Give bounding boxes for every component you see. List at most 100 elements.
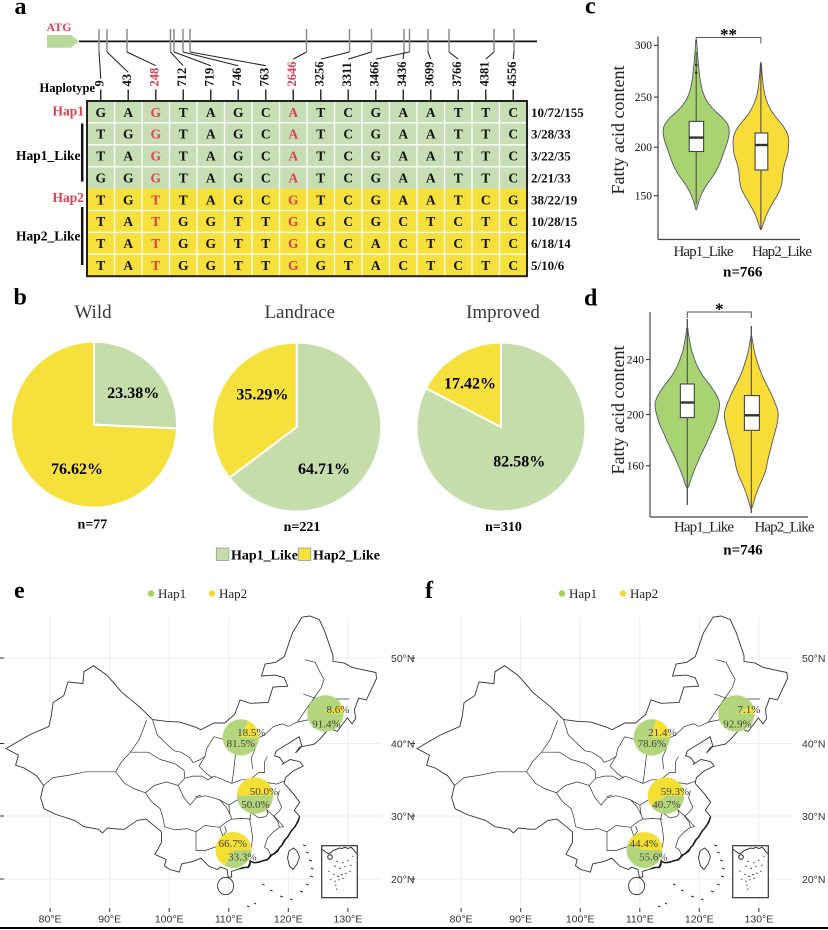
svg-text:100°E: 100°E [566,914,595,926]
svg-text:T: T [426,214,435,229]
svg-text:G: G [178,214,189,229]
svg-text:18.5%: 18.5% [237,727,265,739]
svg-text:C: C [261,149,271,164]
svg-text:G: G [206,258,217,273]
svg-text:A: A [123,214,133,229]
svg-text:C: C [508,105,518,120]
svg-text:3436: 3436 [395,62,409,87]
svg-text:C: C [508,170,518,185]
svg-text:50°N: 50°N [802,653,825,665]
svg-text:21.4%: 21.4% [648,727,676,739]
svg-text:T: T [316,170,325,185]
svg-text:3466: 3466 [368,62,382,87]
svg-text:Hap2_Like: Hap2_Like [313,549,380,564]
svg-text:Hap1_Like: Hap1_Like [231,549,298,564]
svg-text:G: G [96,105,107,120]
svg-text:30°N: 30°N [802,811,825,823]
svg-text:T: T [96,236,105,251]
svg-text:92.9%: 92.9% [723,718,751,730]
svg-text:A: A [426,149,436,164]
svg-text:Fatty acid content: Fatty acid content [608,66,628,195]
svg-text:G: G [371,192,382,207]
svg-text:T: T [316,105,325,120]
svg-text:C: C [398,258,408,273]
svg-text:C: C [481,192,491,207]
svg-text:G: G [206,236,217,251]
svg-text:110°E: 110°E [626,914,654,926]
svg-text:n=766: n=766 [723,265,763,281]
svg-text:130°E: 130°E [745,914,774,926]
svg-text:43: 43 [120,74,134,87]
svg-text:G: G [233,149,244,164]
svg-text:A: A [206,127,216,142]
svg-text:b: b [14,288,27,311]
svg-text:4381: 4381 [478,62,492,87]
svg-text:Hap2_Like: Hap2_Like [16,229,81,244]
svg-text:78.6%: 78.6% [638,738,666,750]
svg-text:T: T [316,149,325,164]
svg-text:C: C [508,127,518,142]
svg-text:55.6%: 55.6% [639,852,667,864]
svg-text:Hap2: Hap2 [52,190,84,205]
svg-text:G: G [371,127,382,142]
svg-text:T: T [261,236,270,251]
svg-text:T: T [316,192,325,207]
svg-text:n=746: n=746 [723,543,763,559]
svg-text:T: T [96,258,105,273]
svg-text:T: T [344,258,353,273]
svg-text:G: G [288,192,299,207]
svg-text:3/28/33: 3/28/33 [531,127,571,142]
svg-text:80°E: 80°E [450,914,473,926]
svg-text:A: A [426,127,436,142]
svg-text:C: C [261,170,271,185]
svg-text:240: 240 [627,354,645,366]
svg-text:T: T [179,149,188,164]
svg-text:A: A [206,170,216,185]
svg-text:5/10/6: 5/10/6 [531,258,565,273]
svg-text:a: a [15,0,27,20]
svg-text:7.1%: 7.1% [737,704,760,716]
svg-text:T: T [261,258,270,273]
svg-text:A: A [426,170,436,185]
svg-text:90°E: 90°E [509,914,532,926]
svg-text:A: A [288,105,298,120]
svg-text:91.4%: 91.4% [312,718,340,730]
svg-text:G: G [371,105,382,120]
svg-text:T: T [481,149,490,164]
svg-text:2646: 2646 [285,62,299,87]
svg-text:20°N: 20°N [391,874,414,886]
svg-text:3699: 3699 [423,62,437,87]
svg-text:T: T [426,258,435,273]
svg-text:30°N: 30°N [391,811,414,823]
svg-text:4556: 4556 [505,62,519,87]
svg-text:33.3%: 33.3% [228,852,256,864]
svg-text:20°N: 20°N [802,874,825,886]
svg-text:A: A [123,105,133,120]
svg-text:C: C [508,236,518,251]
svg-text:A: A [206,192,216,207]
svg-text:G: G [316,214,327,229]
svg-text:G: G [151,170,162,185]
svg-text:T: T [151,236,160,251]
svg-text:T: T [151,192,160,207]
svg-text:G: G [123,192,134,207]
svg-text:G: G [288,214,299,229]
svg-text:6/18/14: 6/18/14 [531,236,571,251]
svg-text:A: A [206,149,216,164]
svg-text:n=221: n=221 [284,520,321,535]
svg-text:d: d [584,286,598,312]
svg-text:40.7%: 40.7% [652,799,680,811]
svg-text:Hap2_Like: Hap2_Like [752,244,812,260]
svg-text:150: 150 [635,191,653,203]
svg-text:A: A [206,105,216,120]
svg-text:C: C [398,214,408,229]
svg-text:A: A [398,170,408,185]
svg-text:76.62%: 76.62% [51,461,103,478]
svg-text:G: G [371,149,382,164]
svg-text:C: C [508,149,518,164]
svg-text:C: C [343,214,353,229]
svg-text:n=77: n=77 [78,518,108,533]
svg-text:Hap1_Like: Hap1_Like [674,244,734,260]
svg-text:59.3%: 59.3% [661,786,689,798]
svg-text:f: f [425,578,434,604]
